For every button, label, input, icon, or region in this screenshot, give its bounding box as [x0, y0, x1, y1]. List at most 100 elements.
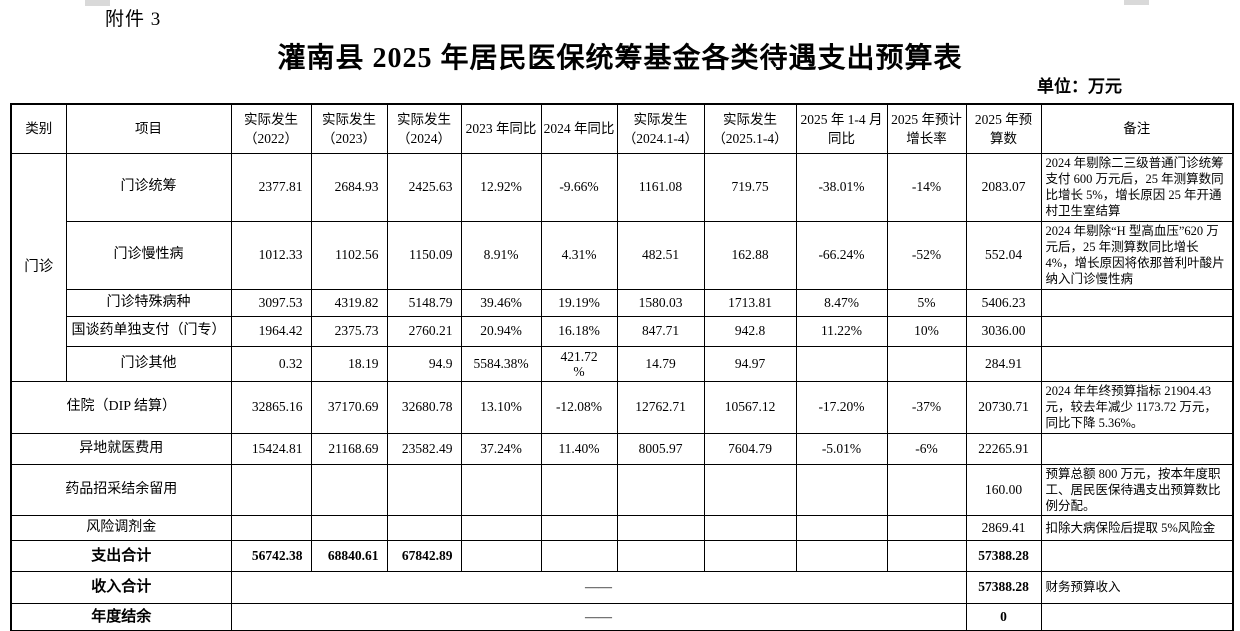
header-actual-2024: 实际发生（2024） [386, 103, 462, 154]
yoy-2024: 11.40% [540, 432, 618, 465]
growth-rate [886, 539, 967, 572]
yoy-2024 [540, 463, 618, 516]
value-2022 [230, 514, 312, 541]
growth-rate [886, 345, 967, 382]
yoy-2024 [540, 514, 618, 541]
budget-2025: 0 [965, 602, 1042, 631]
budget-2025: 5406.23 [965, 288, 1042, 317]
value-2024 [386, 514, 462, 541]
value-2024-jan-apr: 847.71 [616, 315, 705, 347]
item-label: 门诊统筹 [65, 152, 232, 222]
budget-2025: 3036.00 [965, 315, 1042, 347]
category-cell-outpatient: 门诊 [10, 152, 67, 382]
remark: 2024 年剔除二三级普通门诊统筹支付 600 万元后，25 年测算数同比增长 … [1040, 152, 1234, 222]
budget-2025: 2869.41 [965, 514, 1042, 541]
item-label: 门诊特殊病种 [65, 288, 232, 317]
value-2022: 32865.16 [230, 380, 312, 434]
value-2024: 23582.49 [386, 432, 462, 465]
yoy-2025-jan-apr: -38.01% [795, 152, 888, 222]
yoy-2025-jan-apr [795, 514, 888, 541]
value-2022: 2377.81 [230, 152, 312, 222]
row-annual-balance: 年度结余 —— 0 [10, 602, 1234, 631]
row-inpatient-dip: 住院（DIP 结算） 32865.16 37170.69 32680.78 13… [10, 380, 1234, 434]
value-2024-jan-apr: 12762.71 [616, 380, 705, 434]
value-2024-jan-apr [616, 463, 705, 516]
value-2023: 2684.93 [310, 152, 388, 222]
total-expenditure-label: 支出合计 [10, 539, 232, 572]
value-2022: 56742.38 [230, 539, 312, 572]
growth-rate: -37% [886, 380, 967, 434]
value-2024: 32680.78 [386, 380, 462, 434]
row-outpatient-special-disease: 门诊特殊病种 3097.53 4319.82 5148.79 39.46% 19… [11, 288, 1234, 317]
value-2023: 4319.82 [310, 288, 388, 317]
yoy-2023: 39.46% [460, 288, 542, 317]
item-label: 国谈药单独支付（门专） [65, 315, 232, 347]
value-2025-jan-apr: 10567.12 [703, 380, 797, 434]
value-2023: 68840.61 [310, 539, 388, 572]
value-2024 [386, 463, 462, 516]
yoy-2024: 16.18% [540, 315, 618, 347]
remark: 预算总额 800 万元，按本年度职工、居民医保待遇支出预算数比例分配。 [1040, 463, 1234, 516]
value-2024-jan-apr: 1580.03 [616, 288, 705, 317]
row-outpatient-pooling: 门诊 门诊统筹 2377.81 2684.93 2425.63 12.92% -… [10, 152, 1234, 382]
screen-artifact-left [85, 0, 110, 6]
value-2025-jan-apr [703, 539, 797, 572]
header-2025-budget: 2025 年预算数 [965, 103, 1042, 154]
total-income-label: 收入合计 [10, 570, 232, 604]
yoy-2025-jan-apr [795, 539, 888, 572]
growth-rate: 10% [886, 315, 967, 347]
header-remarks: 备注 [1040, 103, 1234, 154]
growth-rate: -14% [886, 152, 967, 222]
value-2022: 1964.42 [230, 315, 312, 347]
remark: 2024 年年终预算指标 21904.43 元，较去年减少 1173.72 万元… [1040, 380, 1234, 434]
item-label: 门诊其他 [65, 345, 232, 382]
value-2022: 3097.53 [230, 288, 312, 317]
header-2025-growth-rate: 2025 年预计增长率 [886, 103, 967, 154]
budget-2025: 552.04 [965, 220, 1042, 290]
header-category: 类别 [10, 103, 67, 154]
budget-2025: 284.91 [965, 345, 1042, 382]
header-actual-2023: 实际发生（2023） [310, 103, 388, 154]
item-label: 风险调剂金 [10, 514, 232, 541]
value-2025-jan-apr [703, 514, 797, 541]
remark: 扣除大病保险后提取 5%风险金 [1040, 514, 1234, 541]
value-2024: 1150.09 [386, 220, 462, 290]
value-2025-jan-apr: 719.75 [703, 152, 797, 222]
value-2025-jan-apr: 942.8 [703, 315, 797, 347]
value-2022: 1012.33 [230, 220, 312, 290]
row-outpatient-chronic: 门诊慢性病 1012.33 1102.56 1150.09 8.91% 4.31… [11, 220, 1234, 290]
yoy-2025-jan-apr [795, 345, 888, 382]
yoy-2023: 8.91% [460, 220, 542, 290]
row-outpatient-other: 门诊其他 0.32 18.19 94.9 5584.38% 421.72 % 1… [11, 345, 1234, 382]
yoy-2024: -9.66% [540, 152, 618, 222]
yoy-2023 [460, 539, 542, 572]
row-out-of-town-medical: 异地就医费用 15424.81 21168.69 23582.49 37.24%… [10, 432, 1234, 465]
value-2025-jan-apr: 94.97 [703, 345, 797, 382]
budget-table: 类别 项目 实际发生（2022） 实际发生（2023） 实际发生（2024） 2… [10, 103, 1234, 631]
yoy-2025-jan-apr: -17.20% [795, 380, 888, 434]
growth-rate [886, 514, 967, 541]
yoy-2023: 13.10% [460, 380, 542, 434]
value-2022: 15424.81 [230, 432, 312, 465]
value-2024: 2760.21 [386, 315, 462, 347]
row-total-expenditure: 支出合计 56742.38 68840.61 67842.89 57388.28 [10, 539, 1234, 572]
remark [1040, 602, 1234, 631]
header-row: 类别 项目 实际发生（2022） 实际发生（2023） 实际发生（2024） 2… [10, 103, 1234, 154]
value-2024-jan-apr [616, 514, 705, 541]
budget-2025: 57388.28 [965, 570, 1042, 604]
row-drug-procurement-surplus: 药品招采结余留用 160.00 预算总额 800 万元，按本年度职工、居民医保待… [10, 463, 1234, 516]
yoy-2024: 19.19% [540, 288, 618, 317]
budget-2025: 160.00 [965, 463, 1042, 516]
value-2022 [230, 463, 312, 516]
yoy-2025-jan-apr: 11.22% [795, 315, 888, 347]
item-label: 药品招采结余留用 [10, 463, 232, 516]
row-risk-adjustment-fund: 风险调剂金 2869.41 扣除大病保险后提取 5%风险金 [10, 514, 1234, 541]
yoy-2025-jan-apr: 8.47% [795, 288, 888, 317]
header-item: 项目 [65, 103, 232, 154]
merged-dash-cell: —— [230, 602, 967, 631]
yoy-2025-jan-apr: -66.24% [795, 220, 888, 290]
value-2024-jan-apr: 482.51 [616, 220, 705, 290]
growth-rate: 5% [886, 288, 967, 317]
value-2022: 0.32 [230, 345, 312, 382]
attachment-label: 附件 3 [105, 9, 162, 30]
